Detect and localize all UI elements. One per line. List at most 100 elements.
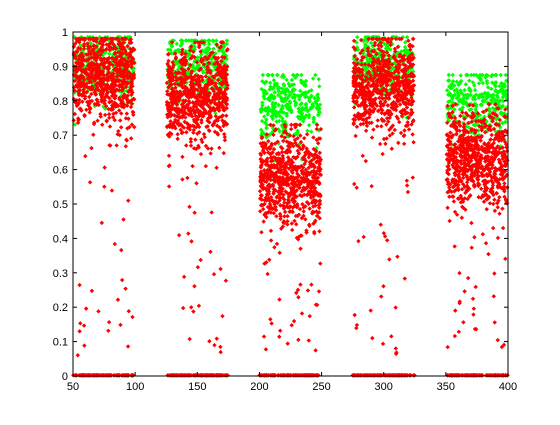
red-point [80, 67, 86, 73]
red-point [378, 65, 383, 70]
red-point [277, 162, 282, 167]
red-point [183, 86, 188, 91]
red-point [223, 278, 229, 283]
red-point [191, 309, 196, 314]
red-point [119, 71, 125, 76]
red-point [271, 210, 276, 216]
red-point [367, 101, 373, 106]
red-point [293, 140, 298, 145]
green-point [446, 84, 452, 89]
red-point [224, 72, 230, 77]
red-point [362, 62, 368, 67]
red-point [299, 189, 305, 194]
red-point [307, 206, 312, 211]
red-point [119, 88, 125, 93]
red-point [371, 56, 376, 61]
red-point [317, 216, 322, 221]
red-point [384, 116, 390, 121]
red-point [317, 158, 323, 164]
green-point [313, 99, 318, 105]
red-point [95, 118, 100, 123]
red-point [286, 198, 292, 204]
green-point [457, 81, 462, 86]
red-point [222, 75, 227, 80]
red-point [91, 54, 97, 60]
red-point [172, 81, 177, 87]
red-point [318, 126, 324, 132]
green-point [296, 106, 301, 112]
red-point [351, 121, 356, 127]
green-point [309, 88, 314, 93]
green-point [368, 40, 374, 46]
red-point [283, 149, 289, 154]
red-point [128, 136, 134, 141]
red-point [293, 213, 299, 219]
green-point [276, 118, 282, 124]
red-point [410, 175, 416, 180]
red-point [285, 214, 290, 219]
red-point [88, 55, 94, 61]
red-point [204, 98, 210, 104]
green-point [482, 114, 487, 119]
red-point [274, 214, 279, 219]
red-point [81, 323, 87, 328]
red-point [93, 92, 99, 97]
red-point [74, 38, 80, 44]
red-point [400, 79, 405, 84]
red-point [302, 135, 307, 141]
red-point [94, 102, 100, 107]
green-point [210, 56, 215, 61]
red-point [379, 110, 384, 116]
red-point [89, 71, 94, 77]
red-point [299, 215, 305, 221]
red-point [106, 111, 112, 117]
red-point [214, 165, 219, 170]
green-point [224, 53, 229, 59]
red-point [365, 46, 371, 51]
red-point [369, 108, 374, 114]
green-point [497, 98, 503, 103]
red-point [214, 42, 220, 47]
red-point [305, 179, 310, 184]
red-point [91, 132, 96, 137]
green-point [472, 83, 477, 88]
red-point [207, 339, 212, 344]
red-point [372, 40, 378, 46]
red-point [125, 43, 130, 49]
red-point [394, 64, 399, 69]
red-point [361, 88, 366, 94]
red-point [370, 92, 376, 97]
red-point [93, 57, 99, 62]
red-point [166, 51, 171, 57]
red-point [76, 45, 81, 51]
red-point [196, 44, 202, 50]
red-point [192, 284, 197, 289]
red-point [207, 114, 212, 119]
red-point [208, 109, 213, 114]
red-point [102, 101, 107, 106]
red-point [259, 175, 264, 181]
red-point [279, 167, 284, 173]
red-point [78, 81, 84, 86]
red-point [200, 77, 205, 83]
red-point [381, 101, 386, 107]
red-point [262, 173, 267, 179]
red-point [99, 85, 105, 91]
red-point [164, 112, 170, 117]
red-point [297, 206, 303, 212]
red-point [86, 75, 91, 81]
red-point [129, 82, 134, 88]
green-point [489, 74, 494, 79]
red-point [167, 130, 173, 136]
red-point [409, 95, 414, 101]
green-point [502, 81, 507, 87]
red-point [375, 64, 380, 70]
red-point [303, 167, 309, 172]
red-point [104, 93, 109, 98]
red-point [285, 222, 290, 227]
red-point [117, 118, 123, 123]
red-point [166, 108, 171, 114]
red-point [224, 105, 229, 111]
red-point [166, 163, 172, 169]
red-point [173, 56, 179, 61]
